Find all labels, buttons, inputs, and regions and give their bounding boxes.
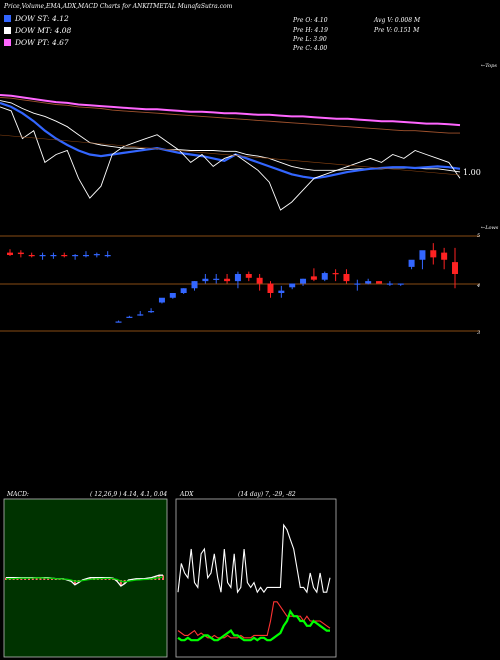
tops-label: ←Tops: [481, 63, 497, 69]
candle-body: [430, 250, 437, 258]
candle-body: [50, 255, 57, 257]
adx-params: (14 day) 7, -29, -82: [238, 491, 296, 498]
candle-body: [169, 293, 176, 298]
ema-panel: [0, 94, 461, 211]
candle-body: [397, 283, 404, 285]
candle-body: [289, 283, 296, 288]
candle-body: [267, 283, 274, 293]
candle-body: [419, 250, 426, 260]
ema-series-1: [0, 96, 460, 134]
candle-body: [202, 278, 209, 282]
adx-line-2: [177, 609, 330, 642]
candle-body: [365, 281, 372, 284]
candle-body: [180, 288, 187, 293]
lows-label: ←Lows: [481, 225, 499, 231]
dow-mt-label: DOW MT: 4.08: [15, 26, 72, 35]
pre-low: Pre L: 3.90: [293, 36, 327, 43]
candle-body: [354, 283, 361, 285]
dow-pt-swatch: [4, 39, 11, 46]
candle-body: [126, 316, 133, 318]
candle-panel: [0, 235, 480, 332]
dow-pt-label: DOW PT: 4.67: [15, 38, 69, 47]
candle-body: [191, 281, 198, 289]
candle-body: [278, 290, 285, 293]
candle-body: [343, 274, 350, 282]
macd-line-1: [5, 576, 164, 583]
candle-body: [408, 259, 415, 267]
macd-params: ( 12,26,9 ) 4.14, 4.1, 0.04: [90, 491, 168, 498]
axis-label-4: 4: [477, 283, 481, 289]
axis-label-3: 3: [477, 330, 481, 336]
candle-body: [82, 255, 89, 257]
candle-body: [224, 278, 231, 282]
candle-body: [332, 273, 339, 275]
avg-volume: Avg V: 0.008 M: [374, 17, 421, 24]
ema-band-line: [0, 134, 461, 176]
candle-body: [93, 254, 100, 256]
candle-body: [7, 252, 13, 255]
candle-body: [158, 297, 165, 303]
adx-line-1: [177, 601, 331, 639]
candle-body: [148, 311, 155, 313]
candle-body: [256, 277, 263, 284]
dow-mt-swatch: [4, 27, 11, 34]
macd-panel: [3, 498, 168, 658]
dow-mt-legend: DOW MT: 4.08: [4, 26, 71, 35]
pre-high: Pre H: 4.19: [293, 27, 328, 34]
adx-label: ADX: [180, 491, 194, 498]
ema-series-3: [0, 101, 461, 180]
dow-st-legend: DOW ST: 4.12: [4, 14, 69, 23]
ema-series-0: [0, 94, 461, 127]
candle-body: [28, 255, 35, 257]
candle-body: [17, 252, 24, 255]
candle-body: [115, 321, 122, 323]
candle-body: [310, 276, 317, 280]
macd-label: MACD:: [7, 491, 29, 498]
candle-body: [300, 278, 307, 284]
ema-series-2: [0, 100, 461, 173]
candle-body: [386, 283, 393, 285]
candle-body: [441, 252, 448, 260]
candle-body: [72, 255, 79, 257]
candle-body: [376, 281, 383, 284]
candle-body: [137, 314, 144, 316]
candle-body: [213, 278, 220, 280]
pre-close: Pre C: 4.00: [293, 45, 328, 52]
candle-body: [39, 255, 46, 257]
pre-open: Pre O: 4.10: [293, 17, 328, 24]
candle-body: [104, 255, 111, 257]
chart-title: Price,Volume,EMA,ADX,MACD Charts for ANK…: [4, 3, 233, 10]
adx-line-0: [177, 523, 331, 594]
candle-body: [321, 273, 328, 280]
pre-volume: Pre V: 0.151 M: [374, 27, 420, 34]
candle-body: [234, 274, 241, 282]
dow-st-swatch: [4, 15, 11, 22]
price-label: 1.00: [463, 168, 481, 177]
ema-series-4: [0, 106, 461, 211]
dow-pt-legend: DOW PT: 4.67: [4, 38, 69, 47]
candle-body: [452, 262, 458, 274]
dow-st-label: DOW ST: 4.12: [15, 14, 69, 23]
candle-body: [61, 255, 68, 257]
candle-body: [245, 274, 252, 278]
adx-panel: [175, 498, 337, 658]
axis-label-5: 5: [477, 233, 481, 239]
